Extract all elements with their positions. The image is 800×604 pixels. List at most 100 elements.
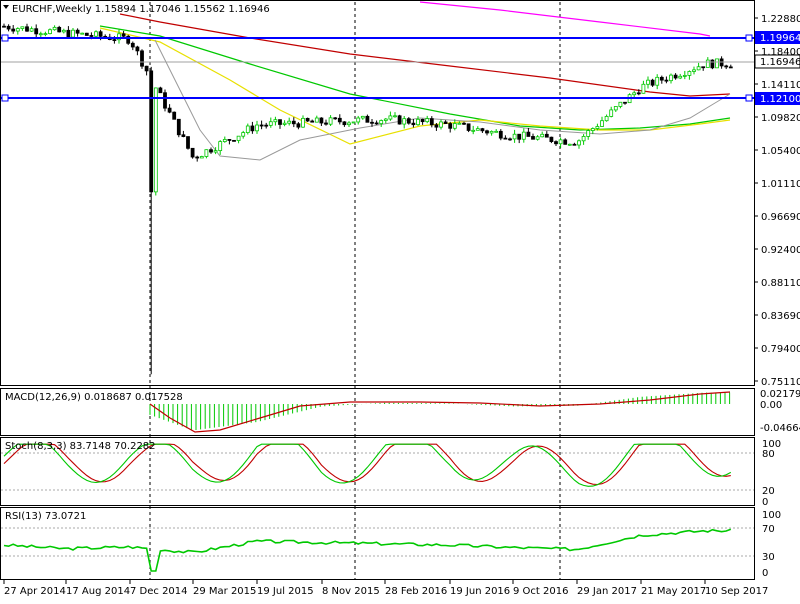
price-axis[interactable]: 1.22880 1.18400 1.14110 1.09820 1.05400 1.011… [754,14,800,388]
candle-body [655,76,660,86]
y-tick-label: 0.92400 [761,245,800,256]
candle-body [471,129,476,132]
candle-body [549,136,554,143]
candle-body [687,71,692,76]
candle-body [540,133,545,138]
candle-body [374,122,379,125]
candle-body [66,29,71,38]
candle-body [600,120,604,127]
candle-body [167,107,172,113]
ma-magenta-line [419,1,711,37]
candle-body [462,122,466,125]
candle-body [264,124,269,127]
candle-body [577,140,581,146]
candle-body [255,124,259,132]
candle-body [475,128,480,131]
macd-panel-frame [0,388,755,436]
candle-body [485,130,489,134]
candle-body [710,59,715,69]
candle-body [650,79,655,86]
candle-body [618,101,623,107]
rsi-tick-0: 0 [762,568,768,579]
candle-body [411,122,416,126]
candle-body [172,111,177,120]
candle-body [595,126,600,129]
y-tick-label: 1.14110 [761,80,800,91]
candle-body [333,117,338,120]
rsi-panel-frame [0,507,755,580]
level-handle-lower[interactable] [1,94,9,102]
candle-body [98,31,103,37]
stoch-tick-20: 20 [762,486,775,497]
stoch-tick-100: 100 [762,439,781,450]
x-tick-label: 8 Nov 2015 [322,586,380,597]
candle-body [38,33,43,36]
candle-body [563,139,568,145]
candle-body [61,29,66,33]
candle-body [383,118,388,121]
candle-body [379,120,384,125]
candle-body [29,28,34,32]
y-tick-label: 1.22880 [761,14,800,25]
x-tick-label: 21 May 2017 [641,586,706,597]
candle-body [613,106,618,111]
ma-gray-line [154,39,731,161]
candle-body [337,117,342,123]
price-candles [2,23,733,375]
macd-title: MACD(12,26,9) 0.018687 0.017528 [5,392,183,403]
candle-body [89,35,94,37]
candle-body [646,79,650,85]
candle-body [531,136,535,140]
candle-body [636,92,641,95]
dropdown-triangle-icon[interactable] [3,5,9,9]
candle-body [149,70,154,193]
level-handle-upper-right[interactable] [745,34,753,42]
candle-body [443,121,448,124]
candle-body [153,87,158,193]
candle-body [517,133,522,140]
stoch-tick-0: 0 [762,497,768,508]
candle-body [347,122,351,126]
candle-body [15,28,20,32]
x-tick-label: 29 Jan 2017 [577,586,637,597]
candle-body [218,141,223,152]
candle-body [195,156,200,159]
x-tick-label: 17 Aug 2014 [66,586,130,597]
candle-body [457,122,462,125]
candle-body [416,118,420,126]
candle-body [34,28,39,35]
candle-body [544,133,549,138]
candle-body [126,35,131,44]
candle-body [2,25,6,28]
level-handle-lower-right[interactable] [745,94,753,102]
ma-yellow-line [99,27,731,145]
level-handle-upper[interactable] [1,34,9,42]
time-axis[interactable]: 27 Apr 2014 17 Aug 2014 7 Dec 2014 29 Mar 2… [3,580,768,597]
candle-body [342,121,347,126]
candle-body [356,117,361,123]
candle-body [48,29,52,35]
y-tick-label: 0.75110 [761,377,800,388]
macd-tick-bottom: -0.046642 [760,423,800,434]
candle-body [291,120,296,125]
price-tag-current-box [754,54,800,69]
candle-body [724,65,729,68]
candle-body [604,116,609,122]
candle-body [25,26,29,32]
candle-body [75,29,80,34]
candle-body [236,135,241,141]
candle-body [696,66,701,71]
candle-body [310,120,315,123]
candle-body [71,29,75,38]
candle-body [278,119,282,125]
y-tick-label: 0.96690 [761,212,800,223]
candle-body [429,118,434,126]
rsi-tick-100: 100 [762,510,781,521]
candle-body [669,74,673,82]
rsi-tick-30: 30 [762,552,775,563]
candle-body [190,147,195,158]
candle-body [314,117,319,123]
period-separators [149,2,561,579]
candle-body [57,26,62,33]
